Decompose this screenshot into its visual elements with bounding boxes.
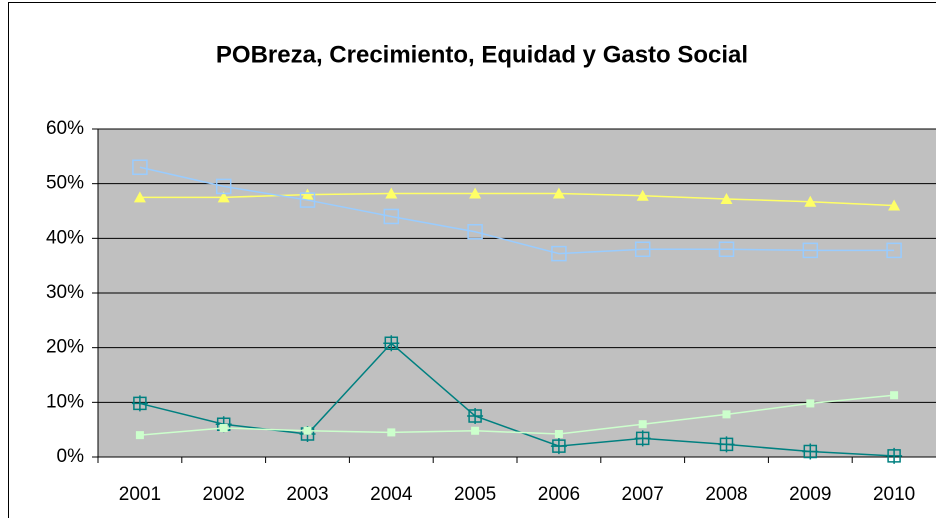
marker bbox=[634, 241, 651, 258]
x-tick-label: 2009 bbox=[789, 484, 831, 505]
marker bbox=[135, 431, 144, 440]
marker bbox=[806, 399, 815, 408]
marker bbox=[550, 438, 567, 455]
x-tick-label: 2001 bbox=[119, 484, 161, 505]
marker bbox=[303, 426, 312, 435]
marker bbox=[722, 410, 731, 419]
marker bbox=[132, 159, 148, 176]
x-tick-label: 2008 bbox=[705, 484, 747, 505]
marker bbox=[638, 420, 647, 429]
x-tick-label: 2004 bbox=[370, 484, 413, 505]
marker bbox=[385, 187, 398, 199]
marker bbox=[720, 192, 733, 204]
chart-title: POBreza, Crecimiento, Equidad y Gasto So… bbox=[216, 41, 748, 68]
marker bbox=[467, 224, 483, 240]
marker bbox=[636, 189, 649, 201]
marker bbox=[804, 195, 817, 207]
marker bbox=[552, 187, 565, 199]
y-tick-label: 40% bbox=[46, 227, 84, 248]
marker bbox=[554, 430, 563, 439]
y-tick-label: 20% bbox=[46, 337, 84, 358]
y-tick-label: 60% bbox=[46, 118, 84, 139]
marker bbox=[299, 192, 316, 208]
marker bbox=[802, 242, 819, 259]
y-tick-label: 30% bbox=[46, 282, 84, 303]
y-tick-label: 0% bbox=[57, 446, 85, 467]
marker bbox=[718, 241, 735, 258]
series-line bbox=[139, 166, 895, 255]
series-line bbox=[139, 394, 895, 436]
x-tick-label: 2002 bbox=[203, 484, 245, 505]
y-tick-label: 50% bbox=[46, 173, 84, 194]
marker bbox=[383, 335, 400, 352]
marker bbox=[467, 408, 484, 424]
marker bbox=[802, 443, 819, 460]
marker bbox=[131, 395, 148, 412]
x-tick-label: 2005 bbox=[454, 484, 496, 505]
marker bbox=[634, 430, 651, 447]
marker bbox=[890, 391, 899, 400]
marker bbox=[133, 191, 146, 203]
series-line bbox=[139, 192, 895, 207]
marker bbox=[718, 436, 735, 453]
x-tick-label: 2010 bbox=[873, 484, 915, 505]
x-tick-label: 2006 bbox=[538, 484, 580, 505]
marker bbox=[886, 447, 903, 464]
marker bbox=[469, 187, 482, 199]
marker bbox=[383, 208, 400, 225]
marker bbox=[886, 242, 902, 259]
marker bbox=[217, 191, 230, 203]
marker bbox=[551, 245, 567, 262]
marker bbox=[387, 428, 396, 437]
marker bbox=[471, 426, 480, 435]
x-tick-label: 2007 bbox=[622, 484, 664, 505]
marker bbox=[301, 188, 314, 200]
marker bbox=[888, 199, 901, 211]
y-tick-label: 10% bbox=[46, 391, 84, 412]
marker bbox=[219, 424, 228, 433]
marker bbox=[215, 178, 232, 195]
x-tick-label: 2003 bbox=[286, 484, 328, 505]
